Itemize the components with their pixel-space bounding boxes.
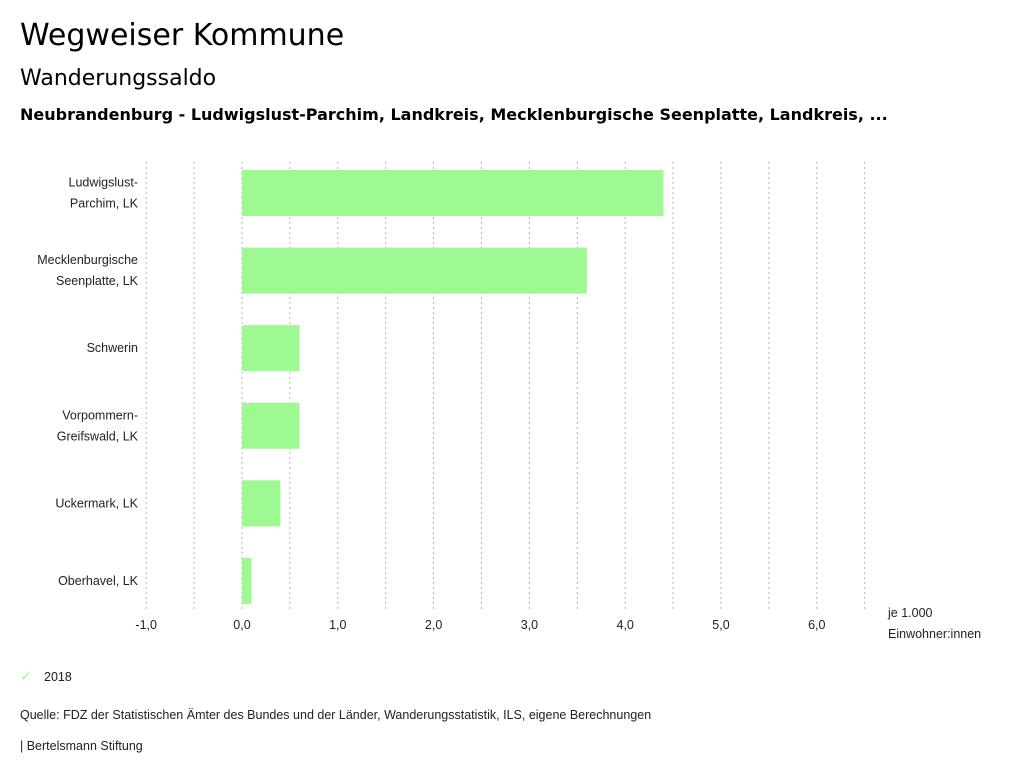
category-label: Mecklenburgische xyxy=(37,253,138,267)
category-label: Greifswald, LK xyxy=(57,429,139,443)
x-tick-label: 3,0 xyxy=(521,618,538,632)
bar[interactable] xyxy=(242,325,300,372)
page-title: Wegweiser Kommune xyxy=(20,18,345,53)
x-tick-label: 5,0 xyxy=(712,618,729,632)
category-label: Ludwigslust- xyxy=(69,176,138,190)
x-tick-label: 6,0 xyxy=(808,618,825,632)
x-tick-label: -1,0 xyxy=(135,618,157,632)
credit-note: | Bertelsmann Stiftung xyxy=(20,739,143,753)
x-axis-label: je 1.000 xyxy=(887,606,933,620)
category-label: Seenplatte, LK xyxy=(56,274,139,288)
x-tick-label: 4,0 xyxy=(617,618,634,632)
grid-lines xyxy=(145,162,866,612)
category-label: Oberhavel, LK xyxy=(58,574,139,588)
region-selection: Neubrandenburg - Ludwigslust-Parchim, La… xyxy=(20,105,888,124)
bar[interactable] xyxy=(242,170,664,216)
category-label: Parchim, LK xyxy=(70,197,139,211)
legend-item-2018[interactable]: ✓ 2018 xyxy=(20,668,72,685)
legend-label: 2018 xyxy=(44,669,72,684)
bar[interactable] xyxy=(242,247,587,294)
bars xyxy=(242,170,664,604)
x-axis-label: Einwohner:innen xyxy=(888,627,981,641)
category-label: Schwerin xyxy=(87,341,138,355)
x-axis-unit-label: je 1.000 Einwohner:innen xyxy=(887,606,981,641)
category-label: Uckermark, LK xyxy=(55,496,138,510)
bar[interactable] xyxy=(242,558,252,604)
x-tick-label: 2,0 xyxy=(425,618,442,632)
category-labels: Ludwigslust- Parchim, LK Mecklenburgische S… xyxy=(37,176,138,589)
x-tick-labels: -1,0 0,0 1,0 2,0 3,0 4,0 5,0 6,0 xyxy=(135,618,825,632)
category-label: Vorpommern- xyxy=(62,408,138,422)
check-icon: ✓ xyxy=(20,668,32,684)
chart-subtitle: Wanderungssaldo xyxy=(20,66,217,91)
x-tick-label: 0,0 xyxy=(233,618,250,632)
bar-chart: Ludwigslust- Parchim, LK Mecklenburgische S… xyxy=(37,162,981,641)
source-note: Quelle: FDZ der Statistischen Ämter des … xyxy=(20,708,652,722)
bar[interactable] xyxy=(242,480,281,527)
x-tick-label: 1,0 xyxy=(329,618,346,632)
bar[interactable] xyxy=(242,402,300,449)
